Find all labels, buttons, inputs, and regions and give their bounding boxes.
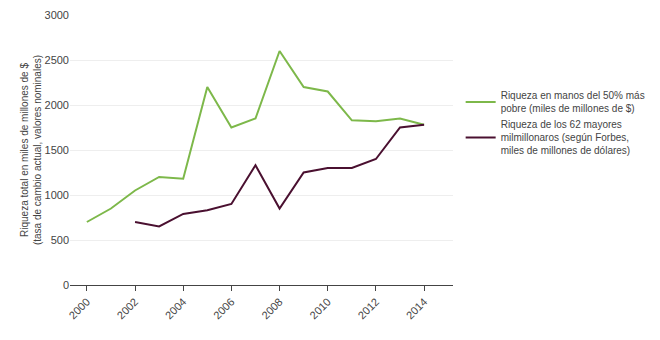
svg-text:1000: 1000 bbox=[45, 189, 69, 201]
svg-text:Riqueza de los 62 mayoresmilmi: Riqueza de los 62 mayoresmilmillonaros (… bbox=[501, 119, 631, 156]
svg-text:2010: 2010 bbox=[307, 296, 333, 322]
svg-text:500: 500 bbox=[51, 234, 69, 246]
svg-text:Riqueza total en miles de mill: Riqueza total en miles de millones de $(… bbox=[19, 55, 43, 245]
svg-text:2014: 2014 bbox=[404, 296, 430, 322]
svg-text:2000: 2000 bbox=[45, 99, 69, 111]
svg-text:3000: 3000 bbox=[45, 9, 69, 21]
svg-text:0: 0 bbox=[63, 279, 69, 291]
svg-text:2006: 2006 bbox=[211, 296, 237, 322]
svg-text:2500: 2500 bbox=[45, 54, 69, 66]
svg-text:2002: 2002 bbox=[115, 296, 141, 322]
svg-text:2008: 2008 bbox=[259, 296, 285, 322]
svg-text:2012: 2012 bbox=[355, 296, 381, 322]
svg-text:2004: 2004 bbox=[163, 296, 189, 322]
svg-text:2000: 2000 bbox=[66, 296, 92, 322]
svg-text:1500: 1500 bbox=[45, 144, 69, 156]
svg-text:Riqueza en manos del 50% máspo: Riqueza en manos del 50% máspobre (miles… bbox=[501, 90, 645, 114]
